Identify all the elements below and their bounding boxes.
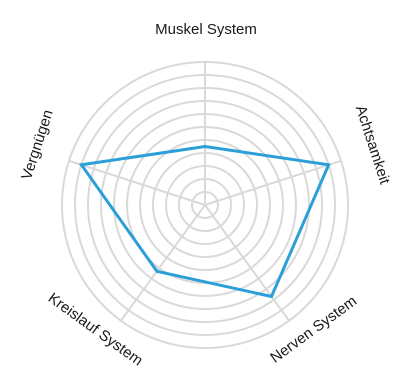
series-group bbox=[78, 144, 331, 299]
series-point bbox=[203, 145, 207, 148]
axis-label: Kreislauf System bbox=[45, 290, 146, 370]
series-point bbox=[155, 269, 159, 273]
axis-label: Vergnügen bbox=[18, 108, 57, 182]
axis-label: Achtsamkeit bbox=[352, 103, 394, 187]
grid-spoke bbox=[204, 159, 342, 206]
series-point bbox=[327, 163, 331, 167]
axis-label: Nerven System bbox=[267, 293, 360, 367]
grid-spokes bbox=[68, 62, 342, 322]
grid-spoke bbox=[68, 159, 206, 206]
series-point bbox=[79, 163, 83, 167]
series-point bbox=[269, 294, 273, 298]
grid-spoke bbox=[204, 204, 290, 322]
grid-spoke bbox=[120, 204, 206, 322]
series-outline bbox=[78, 144, 331, 299]
axis-label: Muskel System bbox=[155, 21, 257, 38]
